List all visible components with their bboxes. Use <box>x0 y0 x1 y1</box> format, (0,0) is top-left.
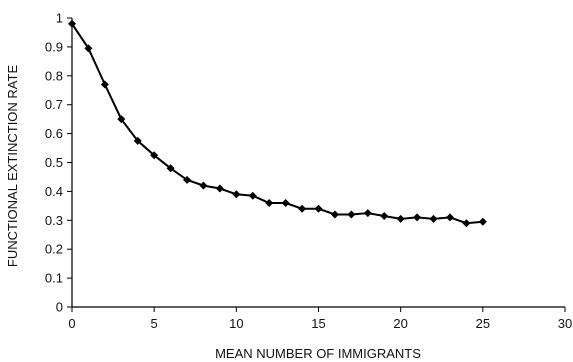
data-point-marker <box>68 19 76 28</box>
x-tick-label: 30 <box>558 316 572 331</box>
y-tick-label: 0.2 <box>45 242 63 257</box>
axis-ticks <box>67 17 566 312</box>
data-point-marker <box>445 213 454 222</box>
y-tick-labels: 0 0.1 0.2 0.3 0.4 0.5 0.6 0.7 0.8 0.9 1 <box>45 11 63 315</box>
data-point-marker <box>347 210 356 219</box>
data-point-marker <box>413 213 422 222</box>
data-point-marker <box>150 151 159 160</box>
data-point-marker <box>298 204 307 213</box>
data-point-marker <box>248 191 257 200</box>
data-point-marker <box>462 219 471 228</box>
series-line <box>71 23 483 225</box>
data-point-marker <box>100 80 109 89</box>
data-point-marker <box>478 217 487 226</box>
y-tick-label: 0.8 <box>45 68 63 83</box>
y-tick-label: 0.7 <box>45 97 63 112</box>
data-point-marker <box>281 198 290 207</box>
data-point-marker <box>232 190 241 199</box>
data-point-marker <box>363 209 372 218</box>
data-point-marker <box>396 214 405 223</box>
y-tick-label: 0.1 <box>45 271 63 286</box>
y-axis-title: FUNCTIONAL EXTINCTION RATE <box>5 65 20 268</box>
y-tick-label: 0.9 <box>45 39 63 54</box>
data-point-marker <box>199 181 208 190</box>
y-tick-label: 1 <box>56 11 63 26</box>
x-tick-labels: 0 5 10 15 20 25 30 <box>68 316 572 331</box>
x-tick-label: 10 <box>229 316 243 331</box>
data-point-marker <box>265 198 274 207</box>
y-tick-label: 0 <box>56 300 63 315</box>
series-group <box>68 19 487 228</box>
x-axis-title: MEAN NUMBER OF IMMIGRANTS <box>215 346 421 361</box>
x-tick-label: 25 <box>476 316 490 331</box>
x-tick-label: 0 <box>68 316 75 331</box>
x-tick-label: 20 <box>393 316 407 331</box>
data-point-marker <box>117 115 126 124</box>
x-tick-label: 5 <box>151 316 158 331</box>
data-point-marker <box>166 164 175 173</box>
data-point-marker <box>380 211 389 220</box>
y-tick-label: 0.3 <box>45 213 63 228</box>
data-point-marker <box>84 44 93 53</box>
y-tick-label: 0.5 <box>45 155 63 170</box>
data-point-marker <box>133 136 142 145</box>
data-point-marker <box>215 184 224 193</box>
x-tick-label: 15 <box>311 316 325 331</box>
y-tick-label: 0.4 <box>45 184 63 199</box>
data-point-marker <box>330 210 339 219</box>
data-point-marker <box>429 214 438 223</box>
y-tick-label: 0.6 <box>45 126 63 141</box>
data-point-marker <box>314 204 323 213</box>
data-point-marker <box>183 175 192 184</box>
